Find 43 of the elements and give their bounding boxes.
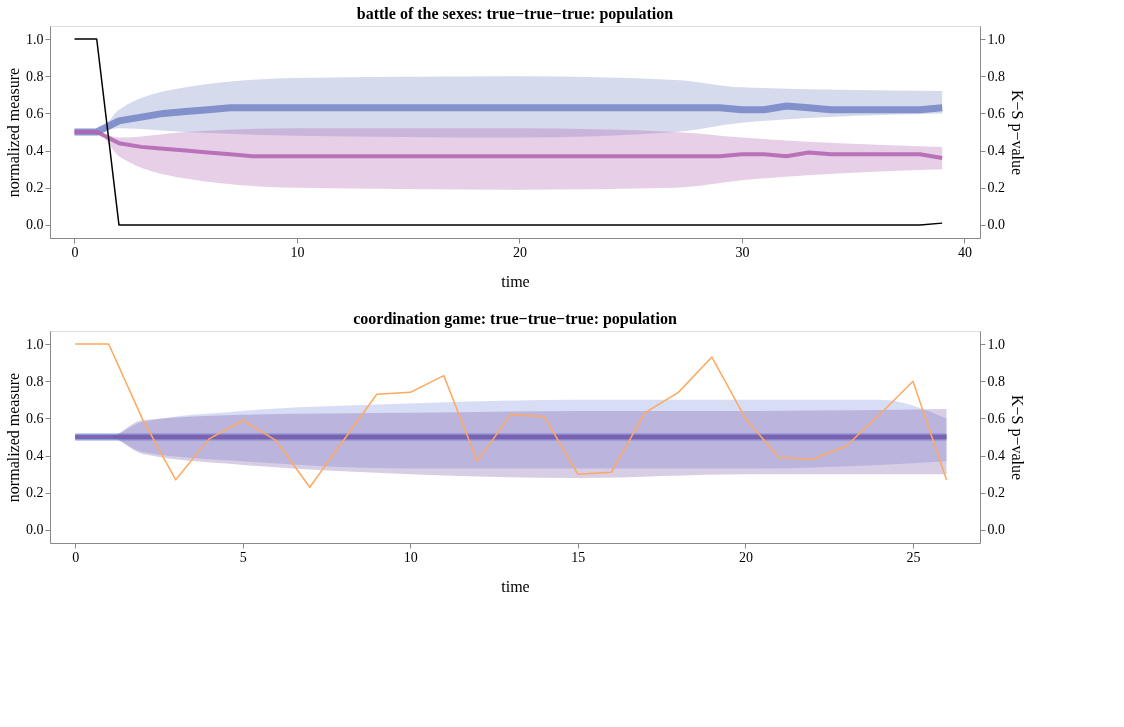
y-tick-label: 0.2 (26, 485, 44, 501)
x-tick-label: 40 (957, 244, 972, 260)
chart-title: battle of the sexes: true−true−true: population (356, 5, 674, 23)
y2-tick-label: 0.2 (987, 485, 1005, 501)
x-tick-label: 20 (512, 244, 527, 260)
x-tick-label: 20 (738, 549, 753, 565)
x-tick-label: 15 (571, 549, 586, 565)
y2-tick-label: 1.0 (987, 31, 1005, 47)
y-tick-label: 0.8 (26, 373, 44, 389)
chart-title: coordination game: true−true−true: population (353, 310, 677, 328)
x-tick-label: 0 (72, 549, 80, 565)
x-tick-label: 5 (239, 549, 247, 565)
y-tick-label: 0.6 (26, 410, 44, 426)
x-tick-label: 0 (71, 244, 79, 260)
y-tick-label: 0.4 (26, 143, 44, 159)
x-tick-label: 30 (735, 244, 750, 260)
y2-tick-label: 1.0 (987, 336, 1005, 352)
y2-tick-label: 0.8 (987, 68, 1005, 84)
y2-tick-label: 0.8 (987, 373, 1005, 389)
y2-axis-title: K−S p−value (1008, 89, 1026, 176)
y2-tick-label: 0.6 (987, 410, 1005, 426)
y-axis-title: normalized measure (5, 372, 22, 503)
y-tick-label: 0.0 (26, 217, 44, 233)
y2-tick-label: 0.0 (987, 522, 1005, 538)
y2-axis-title: K−S p−value (1008, 394, 1026, 481)
x-tick-label: 10 (403, 549, 418, 565)
y-tick-label: 0.8 (26, 68, 44, 84)
y-tick-label: 1.0 (26, 31, 44, 47)
x-axis-title: time (501, 272, 530, 290)
y2-tick-label: 0.6 (987, 105, 1005, 121)
x-axis-title: time (501, 577, 530, 595)
y2-tick-label: 0.4 (987, 448, 1005, 464)
y-tick-label: 1.0 (26, 336, 44, 352)
y-tick-label: 0.4 (26, 448, 44, 464)
y-tick-label: 0.0 (26, 522, 44, 538)
y2-tick-label: 0.4 (987, 143, 1005, 159)
y-tick-label: 0.2 (26, 180, 44, 196)
x-tick-label: 10 (290, 244, 305, 260)
y-tick-label: 0.6 (26, 105, 44, 121)
y2-tick-label: 0.0 (987, 217, 1005, 233)
x-tick-label: 25 (906, 549, 921, 565)
y2-tick-label: 0.2 (987, 180, 1005, 196)
y-axis-title: normalized measure (5, 67, 22, 198)
